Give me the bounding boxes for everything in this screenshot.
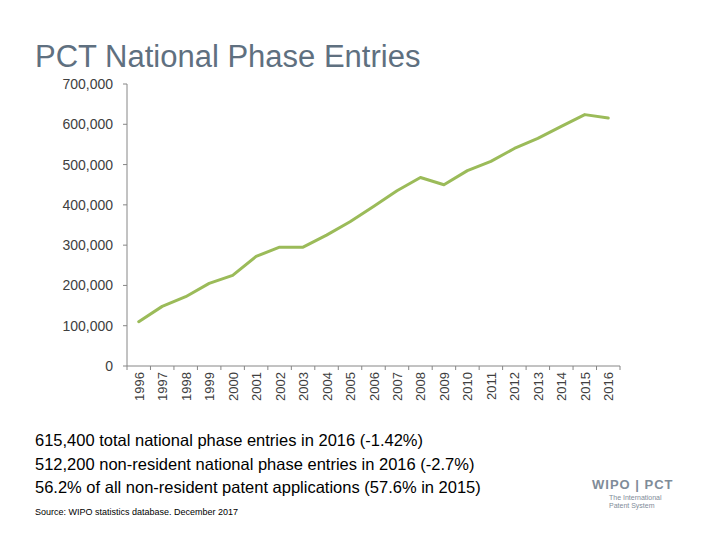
- x-tick: [408, 366, 409, 370]
- x-tick: [526, 366, 527, 370]
- y-axis: [127, 84, 128, 366]
- source: Source: WIPO statistics database. Decemb…: [35, 507, 238, 517]
- annotation: 512,200 non-resident national phase entr…: [35, 455, 474, 473]
- x-tick-label: 2005: [343, 372, 358, 401]
- x-tick-label: 1998: [179, 372, 194, 401]
- x-tick-label: 2011: [484, 372, 499, 400]
- x-tick: [549, 366, 550, 370]
- logo-subtitle: The International: [609, 494, 662, 501]
- x-tick-label: 2010: [460, 372, 475, 401]
- x-tick-label: 2009: [437, 372, 452, 401]
- y-tick: [123, 245, 127, 246]
- x-tick: [150, 366, 151, 370]
- x-tick-label: 2004: [320, 372, 335, 401]
- annotation: 615,400 total national phase entries in …: [35, 431, 423, 449]
- x-tick: [127, 366, 128, 370]
- x-tick: [244, 366, 245, 370]
- x-tick: [314, 366, 315, 370]
- x-tick: [197, 366, 198, 370]
- y-tick: [123, 325, 127, 326]
- y-tick-label: 0: [105, 358, 113, 374]
- y-tick-label: 700,000: [62, 76, 113, 92]
- y-tick: [123, 164, 127, 165]
- y-tick: [123, 285, 127, 286]
- x-tick-label: 2006: [367, 372, 382, 401]
- x-tick-label: 2001: [249, 372, 264, 401]
- y-tick-label: 600,000: [62, 116, 113, 132]
- y-tick-label: 200,000: [62, 277, 113, 293]
- x-tick-label: 1999: [202, 372, 217, 401]
- x-tick: [479, 366, 480, 370]
- x-tick-label: 2003: [296, 372, 311, 401]
- x-tick: [596, 366, 597, 370]
- x-tick-label: 1996: [132, 372, 147, 401]
- x-tick-label: 2013: [531, 372, 546, 401]
- y-tick-label: 500,000: [62, 157, 113, 173]
- x-tick-label: 1997: [155, 372, 170, 401]
- x-tick: [573, 366, 574, 370]
- y-tick: [123, 124, 127, 125]
- y-tick-label: 400,000: [62, 197, 113, 213]
- y-tick: [123, 366, 127, 367]
- x-tick: [338, 366, 339, 370]
- y-tick: [123, 84, 127, 85]
- data-line: [139, 115, 609, 322]
- x-tick-label: 2002: [273, 372, 288, 401]
- x-tick-label: 2012: [507, 372, 522, 401]
- plot-area: [139, 115, 609, 322]
- y-tick-label: 300,000: [62, 237, 113, 253]
- title: PCT National Phase Entries: [35, 39, 420, 74]
- x-tick-label: 2008: [413, 372, 428, 401]
- y-tick-label: 100,000: [62, 318, 113, 334]
- x-tick-label: 2016: [601, 372, 616, 401]
- x-axis: [127, 366, 620, 367]
- x-tick-label: 2015: [578, 372, 593, 401]
- x-tick: [173, 366, 174, 370]
- x-tick: [385, 366, 386, 370]
- x-tick-label: 2007: [390, 372, 405, 401]
- x-tick: [455, 366, 456, 370]
- x-tick-label: 2000: [226, 372, 241, 401]
- x-tick: [267, 366, 268, 370]
- x-tick-label: 2014: [554, 372, 569, 401]
- logo: WIPO | PCT: [592, 477, 674, 492]
- x-tick: [291, 366, 292, 370]
- x-tick: [361, 366, 362, 370]
- x-tick: [220, 366, 221, 370]
- annotation: 56.2% of all non-resident patent applica…: [35, 478, 481, 496]
- x-tick: [502, 366, 503, 370]
- x-tick: [620, 366, 621, 370]
- y-tick: [123, 204, 127, 205]
- logo-subtitle: Patent System: [609, 502, 655, 510]
- chart: PCT National Phase Entries 0 100,000 200,00…: [0, 0, 720, 540]
- x-tick: [432, 366, 433, 370]
